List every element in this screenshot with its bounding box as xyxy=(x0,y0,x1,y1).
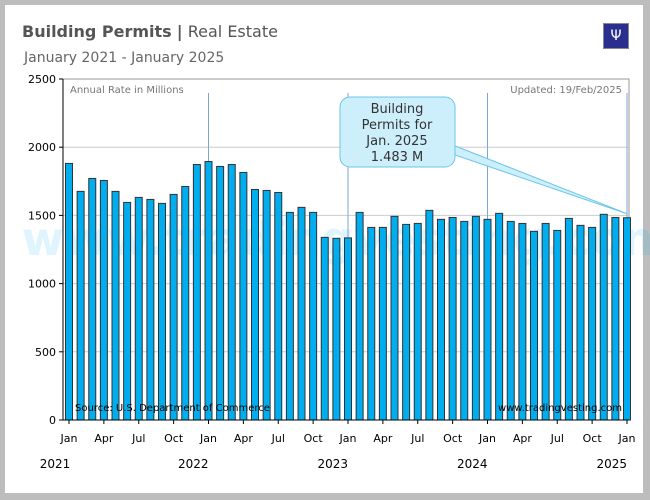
bar xyxy=(541,222,550,421)
x-tick-label: Jan xyxy=(478,432,496,445)
bar xyxy=(309,211,318,421)
bar xyxy=(65,162,73,421)
bar xyxy=(262,189,271,421)
x-tick-label: Apr xyxy=(373,432,393,445)
callout-box xyxy=(339,96,456,168)
x-tick-label: Apr xyxy=(234,432,254,445)
bar xyxy=(88,177,97,421)
bar xyxy=(425,209,434,421)
bar xyxy=(611,216,620,421)
x-tick-label: Jan xyxy=(339,432,357,445)
year-label: 2025 xyxy=(596,457,627,471)
bar xyxy=(216,165,225,421)
bar xyxy=(344,237,352,421)
year-label: 2022 xyxy=(178,457,209,471)
bar xyxy=(239,171,248,421)
bar xyxy=(134,196,143,421)
x-tick-label: Jan xyxy=(199,432,217,445)
logo-icon[interactable]: Ψ xyxy=(603,23,629,49)
bar xyxy=(437,218,445,421)
bar xyxy=(146,198,155,421)
bar xyxy=(564,217,573,421)
bar xyxy=(471,215,480,421)
bar xyxy=(623,217,631,421)
x-tick-label: Jan xyxy=(60,432,78,445)
bar xyxy=(483,218,492,421)
bar xyxy=(204,161,213,421)
y-tick-label: 1000 xyxy=(28,278,56,291)
callout-pointer xyxy=(439,139,628,215)
source-note: Source: U.S. Department of Commerce xyxy=(75,403,270,414)
x-tick-label: Oct xyxy=(164,432,184,445)
bar xyxy=(460,220,469,421)
x-tick-label: Jul xyxy=(131,432,145,445)
x-tick-label: Oct xyxy=(304,432,324,445)
bar xyxy=(402,223,411,421)
year-label: 2024 xyxy=(457,457,488,471)
bar xyxy=(227,164,236,421)
bar xyxy=(390,215,399,421)
bar xyxy=(181,185,190,421)
website-note: www.tradingvesting.com xyxy=(498,403,622,414)
bar xyxy=(355,211,364,421)
bar xyxy=(448,216,457,421)
bar xyxy=(576,224,585,421)
bar xyxy=(123,201,132,421)
y-tick-label: 0 xyxy=(49,414,56,427)
bar xyxy=(111,190,120,421)
y-tick-label: 500 xyxy=(35,346,56,359)
bar xyxy=(285,211,294,421)
bar xyxy=(320,236,329,421)
y-tick-label: 2000 xyxy=(28,141,56,154)
callout-text: Building xyxy=(371,102,424,117)
y-tick-label: 2500 xyxy=(28,73,56,86)
bar xyxy=(76,190,85,421)
bar xyxy=(158,202,166,421)
units-note: Annual Rate in Millions xyxy=(70,85,184,96)
callout-text: 1.483 M xyxy=(371,150,424,165)
bar xyxy=(553,229,562,421)
bar xyxy=(518,222,527,421)
bar xyxy=(367,226,376,421)
bar xyxy=(588,226,597,421)
bar xyxy=(251,188,259,421)
bar xyxy=(413,222,422,421)
bar xyxy=(599,213,608,421)
x-tick-label: Jul xyxy=(271,432,285,445)
bar xyxy=(332,237,341,421)
bar xyxy=(495,212,504,421)
x-tick-label: Jul xyxy=(550,432,564,445)
bar xyxy=(99,179,108,421)
chart-title: Building Permits | Real Estate xyxy=(22,22,278,41)
x-tick-label: Jan xyxy=(618,432,636,445)
bar xyxy=(506,220,515,421)
bar xyxy=(169,193,178,421)
x-tick-label: Apr xyxy=(513,432,533,445)
bar xyxy=(530,230,538,421)
callout-text: Jan. 2025 xyxy=(365,134,427,149)
updated-note: Updated: 19/Feb/2025 xyxy=(510,85,622,96)
year-label: 2023 xyxy=(317,457,348,471)
bar xyxy=(274,191,283,421)
chart-subtitle: January 2021 - January 2025 xyxy=(24,50,225,66)
x-tick-label: Oct xyxy=(443,432,463,445)
bar xyxy=(192,164,201,421)
y-tick-label: 1500 xyxy=(28,209,56,222)
year-label: 2021 xyxy=(40,457,71,471)
bar xyxy=(378,226,387,421)
x-tick-label: Apr xyxy=(94,432,114,445)
x-tick-label: Oct xyxy=(583,432,603,445)
callout-text: Permits for xyxy=(362,118,433,133)
bar xyxy=(297,206,306,421)
x-tick-label: Jul xyxy=(410,432,424,445)
